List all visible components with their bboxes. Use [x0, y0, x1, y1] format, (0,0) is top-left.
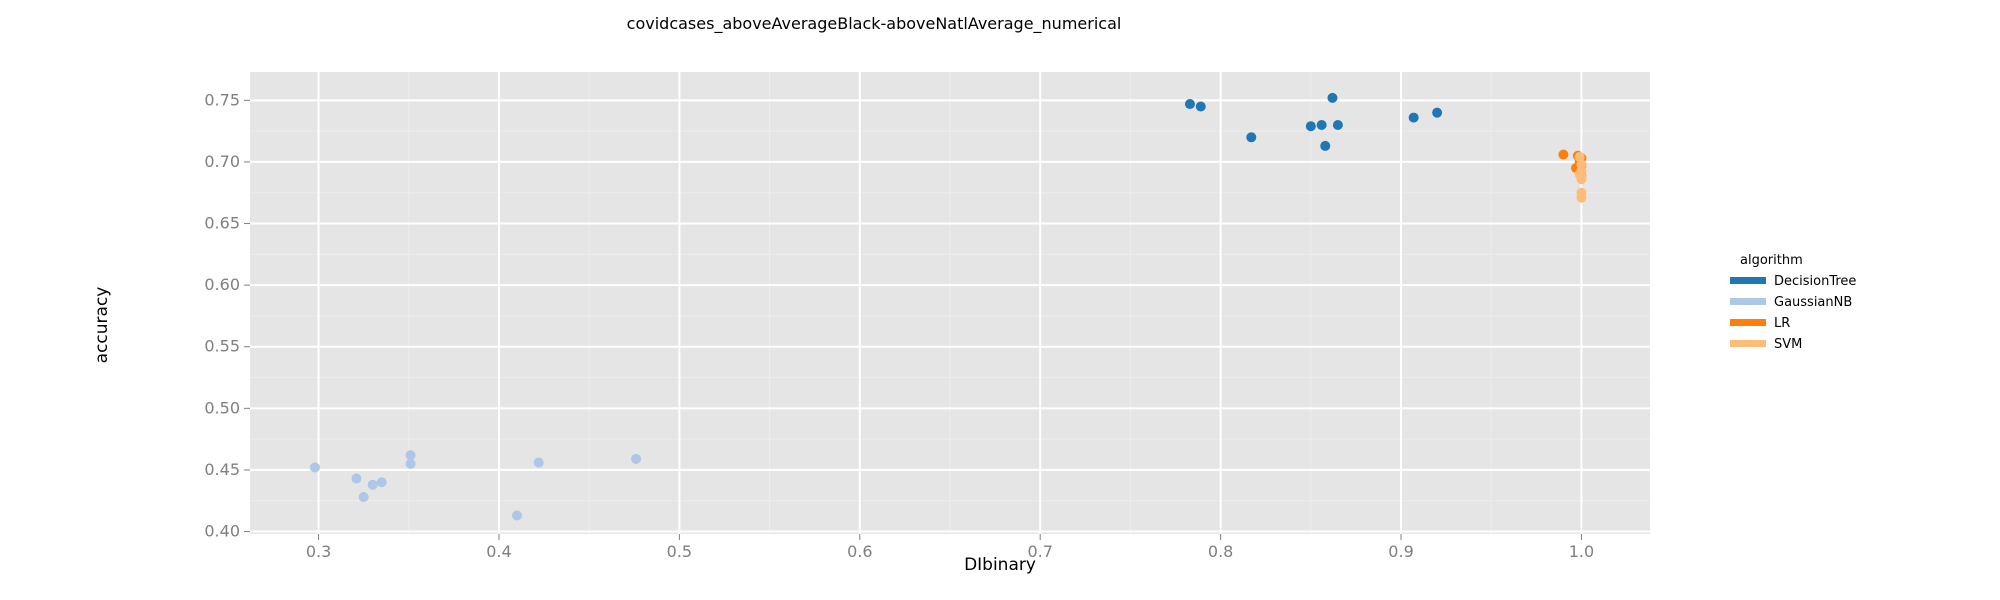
- point-svm: [1576, 192, 1587, 203]
- x-tick-label: 0.8: [1208, 542, 1233, 561]
- x-tick-label: 0.7: [1027, 542, 1052, 561]
- legend-swatch-lr: [1730, 319, 1766, 326]
- point-svm: [1574, 169, 1585, 180]
- legend-label-svm: SVM: [1774, 337, 1802, 352]
- grid: [250, 72, 1650, 534]
- point-decisiontree: [1184, 99, 1195, 110]
- y-tick-label: 0.65: [204, 214, 240, 233]
- point-gaussiannb: [376, 477, 387, 488]
- point-gaussiannb: [367, 479, 378, 490]
- y-tick-label: 0.45: [204, 460, 240, 479]
- point-decisiontree: [1195, 101, 1206, 112]
- chart-title: covidcases_aboveAverageBlack-aboveNatlAv…: [627, 14, 1122, 34]
- legend-label-gaussiannb: GaussianNB: [1774, 295, 1852, 310]
- y-tick-label: 0.40: [204, 522, 240, 541]
- point-gaussiannb: [358, 492, 369, 503]
- y-tick-label: 0.75: [204, 90, 240, 109]
- legend-title: algorithm: [1740, 253, 1803, 268]
- x-tick-label: 1.0: [1569, 542, 1594, 561]
- point-gaussiannb: [405, 450, 416, 461]
- legend-swatch-svm: [1730, 340, 1766, 347]
- point-decisiontree: [1432, 107, 1443, 118]
- axis-ticks: 0.3 0.4 0.5 0.6 0.7 0.8 0.9 1.0 0.40 0.45 0.50 0.55…: [204, 90, 1594, 561]
- legend: algorithm DecisionTree GaussianNB LR SVM: [1730, 253, 1856, 352]
- y-tick-label: 0.60: [204, 275, 240, 294]
- x-tick-label: 0.4: [486, 542, 511, 561]
- legend-swatch-gaussiannb: [1730, 298, 1766, 305]
- point-gaussiannb: [309, 462, 320, 473]
- x-tick-label: 0.9: [1388, 542, 1413, 561]
- point-gaussiannb: [512, 510, 523, 521]
- point-gaussiannb: [533, 457, 544, 468]
- point-decisiontree: [1246, 132, 1257, 143]
- data-points: [309, 92, 1587, 521]
- point-decisiontree: [1305, 121, 1316, 132]
- legend-label-decisiontree: DecisionTree: [1774, 274, 1856, 289]
- point-gaussiannb: [631, 453, 642, 464]
- point-decisiontree: [1408, 112, 1419, 123]
- y-tick-label: 0.55: [204, 337, 240, 356]
- y-tick-label: 0.50: [204, 398, 240, 417]
- point-gaussiannb: [351, 473, 362, 484]
- y-tick-label: 0.70: [204, 152, 240, 171]
- point-decisiontree: [1320, 140, 1331, 151]
- legend-swatch-decisiontree: [1730, 277, 1766, 284]
- x-tick-label: 0.5: [667, 542, 692, 561]
- point-lr: [1558, 149, 1569, 160]
- point-decisiontree: [1316, 119, 1327, 130]
- x-tick-label: 0.3: [306, 542, 331, 561]
- point-decisiontree: [1327, 92, 1338, 103]
- x-axis-label: DIbinary: [964, 555, 1036, 575]
- point-decisiontree: [1332, 119, 1343, 130]
- x-tick-label: 0.6: [847, 542, 872, 561]
- legend-label-lr: LR: [1774, 316, 1790, 331]
- y-axis-label: accuracy: [92, 287, 112, 364]
- point-gaussiannb: [405, 458, 416, 469]
